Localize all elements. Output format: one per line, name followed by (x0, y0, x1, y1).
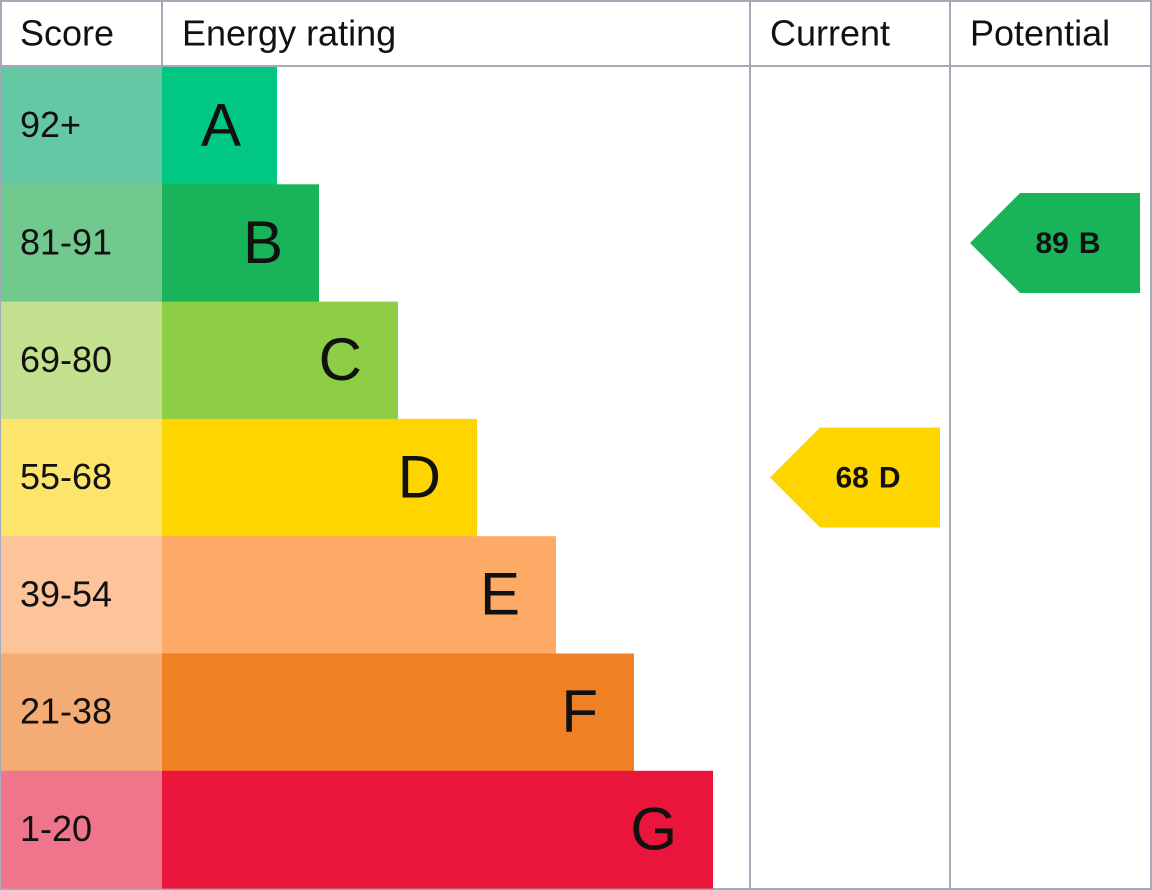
rating-letter: A (201, 91, 241, 158)
rating-bar (162, 536, 556, 654)
current-arrow (770, 427, 940, 528)
potential-score: 89 (1035, 227, 1068, 260)
score-range: 92+ (20, 104, 81, 145)
potential-label: 89 B (1035, 227, 1100, 260)
score-cell (1, 536, 162, 654)
rating-bar (162, 67, 277, 185)
score-range: 39-54 (20, 573, 112, 614)
rating-bar (162, 301, 398, 420)
rating-letter: F (561, 678, 598, 745)
score-range: 1-20 (20, 808, 92, 849)
header-potential: Potential (970, 13, 1110, 54)
potential-arrow (970, 192, 1140, 293)
current-label: 68 D (835, 461, 900, 494)
score-cell (1, 67, 162, 185)
score-range: 21-38 (20, 691, 112, 732)
score-range: 55-68 (20, 456, 112, 497)
rating-letter: C (319, 326, 362, 393)
rating-letter: G (630, 795, 677, 862)
current-score: 68 (835, 461, 868, 494)
rating-bar (162, 184, 319, 303)
score-range: 81-91 (20, 221, 112, 262)
score-cell (1, 301, 162, 420)
score-cell (1, 653, 162, 772)
header-current: Current (770, 13, 890, 54)
header-energy-rating: Energy rating (182, 13, 396, 54)
score-cell (1, 418, 162, 537)
rating-bar (162, 653, 634, 772)
score-cell (1, 184, 162, 303)
current-rating: D (879, 461, 901, 494)
score-range: 69-80 (20, 339, 112, 380)
rating-letter: B (243, 209, 283, 276)
header-score: Score (20, 13, 114, 54)
score-cell (1, 770, 162, 889)
rating-bar (162, 418, 477, 537)
rating-letter: E (480, 561, 520, 628)
rating-bar (162, 770, 713, 889)
bands: 92+ A 81-91 B 69-80 C 55-68 D 39-54 E 21-38 F 1-20 G (1, 67, 713, 889)
potential-rating: B (1079, 227, 1101, 260)
rating-letter: D (398, 443, 441, 510)
